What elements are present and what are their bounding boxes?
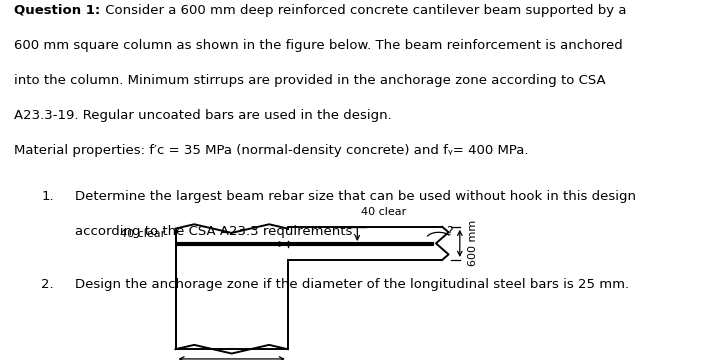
Text: ?: ? [446, 225, 452, 238]
Text: 40 clear: 40 clear [361, 207, 406, 217]
Text: Consider a 600 mm deep reinforced concrete cantilever beam supported by a: Consider a 600 mm deep reinforced concre… [101, 4, 627, 17]
Text: 600 mm square column as shown in the figure below. The beam reinforcement is anc: 600 mm square column as shown in the fig… [14, 39, 623, 52]
Text: Material properties: f′ᴄ = 35 MPa (normal-density concrete) and fᵧ= 400 MPa.: Material properties: f′ᴄ = 35 MPa (norma… [14, 144, 529, 157]
Text: A23.3-19. Regular uncoated bars are used in the design.: A23.3-19. Regular uncoated bars are used… [14, 109, 392, 122]
Text: Design the anchorage zone if the diameter of the longitudinal steel bars is 25 m: Design the anchorage zone if the diamete… [75, 278, 630, 291]
Text: 2.: 2. [41, 278, 54, 291]
Text: 40 clear: 40 clear [120, 229, 165, 239]
Text: Determine the largest beam rebar size that can be used without hook in this desi: Determine the largest beam rebar size th… [75, 190, 636, 203]
Text: 600 mm: 600 mm [468, 220, 478, 266]
Text: Question 1:: Question 1: [14, 4, 100, 17]
Text: into the column. Minimum stirrups are provided in the anchorage zone according t: into the column. Minimum stirrups are pr… [14, 74, 606, 87]
Text: according to the CSA A23.3 requirements.: according to the CSA A23.3 requirements. [75, 225, 357, 238]
Text: 1.: 1. [41, 190, 54, 203]
